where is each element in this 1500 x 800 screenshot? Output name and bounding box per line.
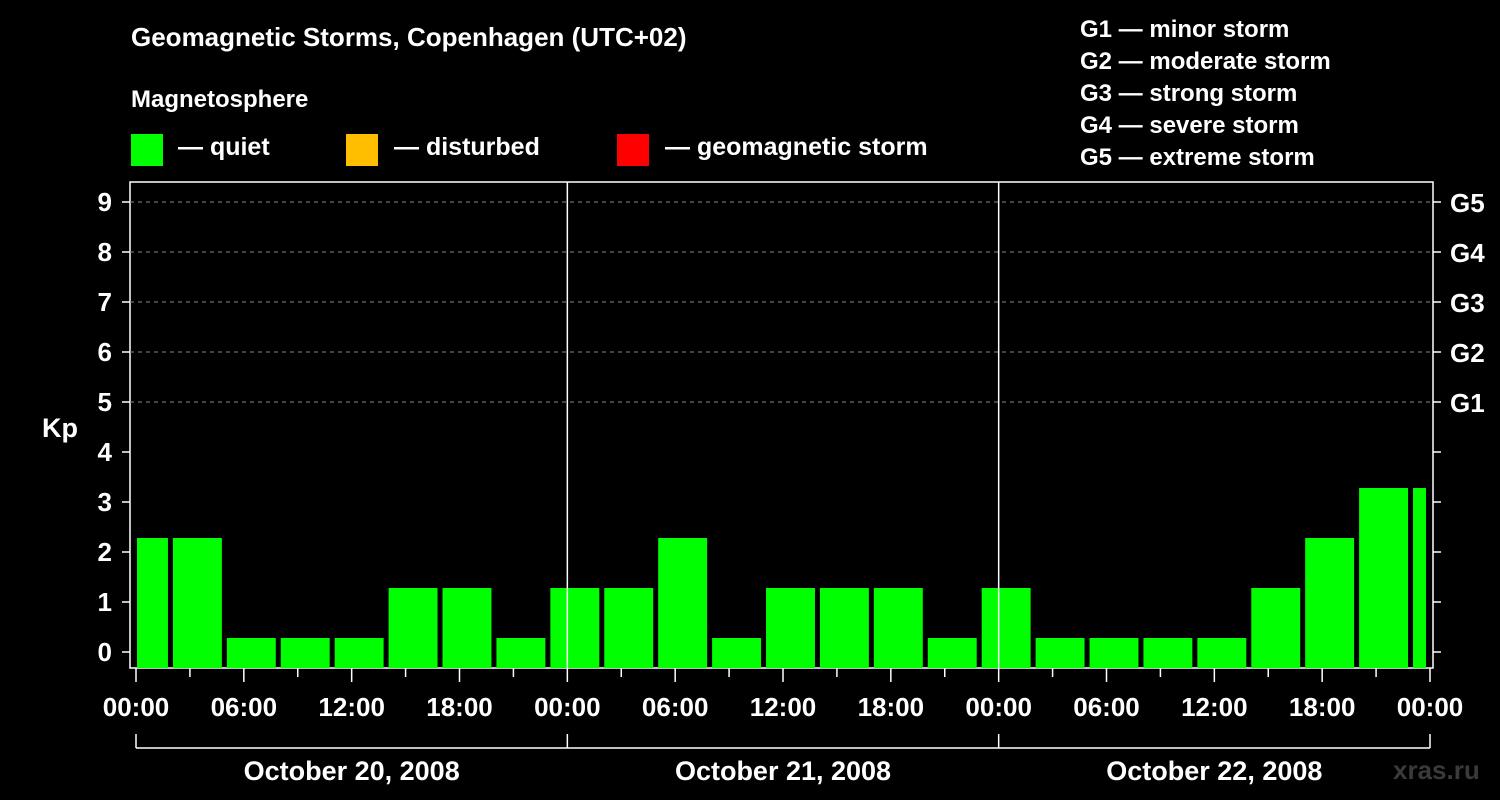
scale-g1: G1 — minor storm [1080, 16, 1290, 43]
kp-bar-9 [604, 588, 654, 668]
x-tick-label-4: 00:00 [534, 692, 601, 722]
kp-bar-21 [1251, 588, 1301, 668]
day-label-0: October 20, 2008 [244, 756, 460, 786]
kp-bar-4 [334, 638, 384, 668]
scale-g4: G4 — severe storm [1080, 112, 1299, 139]
right-axis-label-G3: G3 [1450, 288, 1485, 318]
x-tick-label-8: 00:00 [965, 692, 1032, 722]
x-tick-label-5: 06:00 [642, 692, 709, 722]
kp-bar-24 [1413, 488, 1426, 668]
day-label-2: October 22, 2008 [1106, 756, 1322, 786]
magnetosphere-label: Magnetosphere [131, 86, 309, 113]
x-tick-label-7: 18:00 [858, 692, 925, 722]
kp-bar-2 [226, 638, 276, 668]
y-tick-label-2: 2 [98, 537, 112, 567]
y-tick-label-4: 4 [98, 437, 113, 467]
day-label-1: October 21, 2008 [675, 756, 891, 786]
kp-bar-19 [1143, 638, 1193, 668]
y-tick-label-8: 8 [98, 237, 112, 267]
kp-bar-20 [1197, 638, 1247, 668]
x-tick-label-2: 12:00 [318, 692, 385, 722]
kp-bar-14 [873, 588, 923, 668]
kp-bar-18 [1089, 638, 1139, 668]
y-tick-label-9: 9 [98, 187, 112, 217]
right-axis-label-G2: G2 [1450, 338, 1485, 368]
y-tick-label-6: 6 [98, 337, 112, 367]
x-tick-label-3: 18:00 [426, 692, 493, 722]
scale-g2: G2 — moderate storm [1080, 48, 1331, 75]
kp-bar-16 [981, 588, 1031, 668]
legend-swatch-quiet [131, 134, 163, 166]
right-axis-label-G5: G5 [1450, 188, 1485, 218]
y-axis-label: Kp [42, 413, 78, 443]
y-tick-label-3: 3 [98, 487, 112, 517]
kp-bar-0 [137, 538, 168, 668]
right-axis-label-G4: G4 [1450, 238, 1485, 268]
chart-title: Geomagnetic Storms, Copenhagen (UTC+02) [131, 22, 687, 52]
x-tick-label-6: 12:00 [750, 692, 817, 722]
kp-bar-15 [927, 638, 977, 668]
y-tick-label-1: 1 [98, 587, 112, 617]
x-tick-label-1: 06:00 [211, 692, 278, 722]
x-tick-label-9: 06:00 [1073, 692, 1140, 722]
legend-label-quiet: — quiet [178, 133, 270, 161]
y-tick-label-5: 5 [98, 387, 112, 417]
x-tick-label-10: 12:00 [1181, 692, 1248, 722]
kp-bar-7 [496, 638, 546, 668]
y-tick-label-7: 7 [98, 287, 112, 317]
kp-bar-22 [1305, 538, 1355, 668]
kp-bar-6 [442, 588, 492, 668]
legend-swatch-disturbed [346, 134, 378, 166]
kp-bar-13 [819, 588, 869, 668]
kp-bar-10 [658, 538, 708, 668]
y-tick-label-0: 0 [98, 637, 112, 667]
x-tick-label-11: 18:00 [1289, 692, 1356, 722]
kp-bar-1 [172, 538, 222, 668]
kp-bar-12 [766, 588, 815, 668]
kp-bar-8 [550, 588, 600, 668]
right-axis-label-G1: G1 [1450, 388, 1485, 418]
legend-label-storm: — geomagnetic storm [665, 133, 928, 161]
kp-bar-23 [1359, 488, 1409, 668]
x-tick-label-0: 00:00 [103, 692, 170, 722]
legend-swatch-storm [617, 134, 649, 166]
x-tick-label-12: 00:00 [1397, 692, 1464, 722]
kp-bar-5 [388, 588, 438, 668]
watermark: xras.ru [1393, 755, 1480, 785]
kp-bar-3 [280, 638, 330, 668]
kp-bar-17 [1035, 638, 1085, 668]
storm-scale-legend: G1 — minor storm G2 — moderate storm G3 … [1080, 14, 1331, 174]
scale-g3: G3 — strong storm [1080, 80, 1298, 107]
kp-bar-11 [712, 638, 762, 668]
scale-g5: G5 — extreme storm [1080, 144, 1315, 171]
legend-label-disturbed: — disturbed [394, 133, 540, 161]
